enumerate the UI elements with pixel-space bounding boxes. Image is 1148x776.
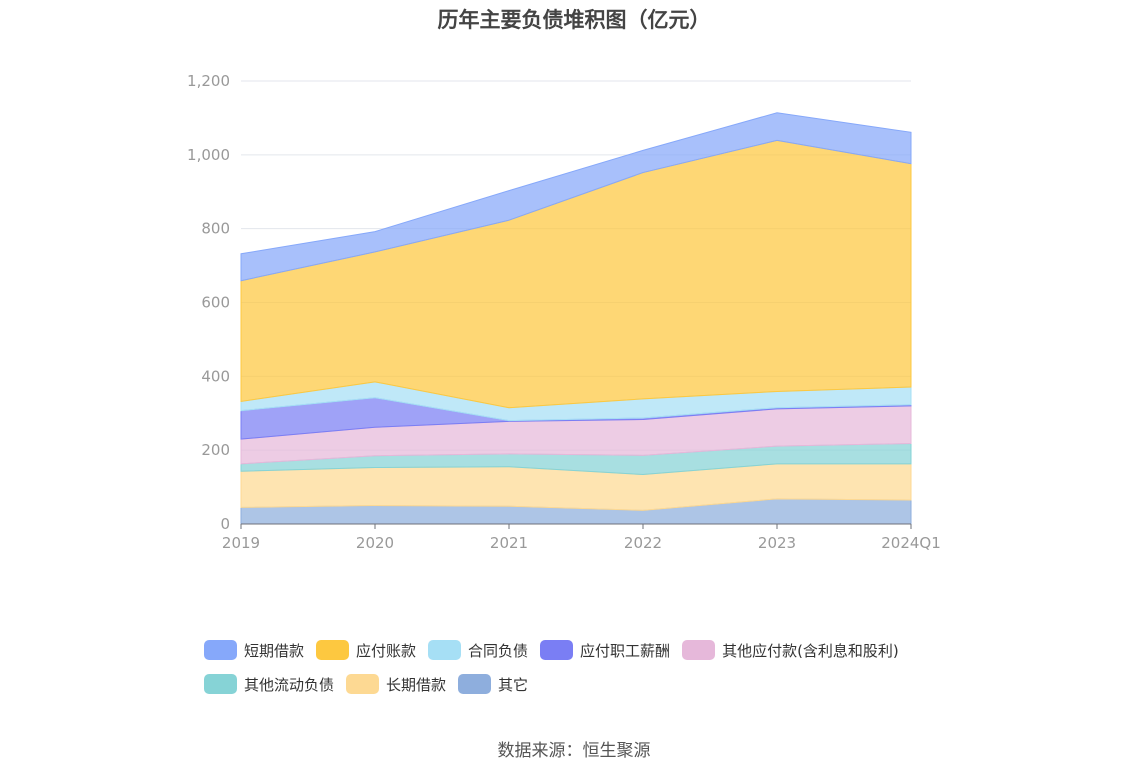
legend-label: 合同负债 [468, 641, 529, 660]
legend-swatch [204, 674, 237, 694]
x-tick-label: 2020 [356, 534, 394, 552]
area-series-layer [240, 112, 912, 525]
x-tick-label: 2019 [222, 534, 260, 552]
y-tick-label: 400 [201, 367, 230, 385]
legend-swatch [204, 640, 237, 660]
legend-item[interactable]: 应付账款 [316, 638, 416, 662]
legend-item[interactable]: 长期借款 [346, 672, 446, 696]
legend-label: 短期借款 [244, 641, 305, 660]
x-tick-label: 2023 [758, 534, 796, 552]
y-tick-label: 600 [201, 294, 230, 312]
legend-swatch [682, 640, 716, 660]
legend-label: 其它 [498, 675, 529, 694]
legend-item[interactable]: 其他流动负债 [204, 672, 334, 696]
legend-swatch [428, 640, 462, 660]
legend-swatch [458, 674, 492, 694]
legend-item[interactable]: 短期借款 [204, 638, 304, 662]
chart-title: 历年主要负债堆积图（亿元） [437, 8, 711, 32]
legend-swatch [540, 640, 574, 660]
y-tick-label: 1,000 [187, 146, 230, 164]
source-note: 数据来源：恒生聚源 [497, 741, 651, 761]
legend-swatch [316, 640, 350, 660]
legend-item[interactable]: 其他应付款(含利息和股利) [682, 638, 899, 662]
legend-item[interactable]: 合同负债 [428, 638, 528, 662]
legend: 短期借款 应付账款 合同负债 应付职工薪酬 其他应付款(含利息和股利) 其他流动负债 长期借… [204, 638, 964, 696]
axes: 0 200 400 600 800 1,000 1,200 2019 2020 2021 2022 2… [187, 72, 941, 552]
y-tick-label: 200 [201, 441, 230, 459]
legend-label: 其他流动负债 [244, 675, 335, 694]
legend-swatch [346, 674, 380, 694]
legend-item[interactable]: 其它 [458, 672, 528, 696]
x-tick-label: 2024Q1 [881, 534, 941, 552]
legend-item[interactable]: 应付职工薪酬 [540, 638, 670, 662]
y-tick-label: 1,200 [187, 72, 230, 90]
x-tick-label: 2022 [624, 534, 662, 552]
area-series[interactable] [240, 112, 912, 282]
legend-label: 长期借款 [386, 675, 447, 694]
legend-label: 其他应付款(含利息和股利) [722, 641, 899, 660]
y-tick-label: 0 [220, 515, 230, 533]
legend-label: 应付账款 [356, 641, 417, 660]
legend-label: 应付职工薪酬 [580, 641, 671, 660]
x-tick-label: 2021 [490, 534, 528, 552]
y-tick-label: 800 [201, 220, 230, 238]
